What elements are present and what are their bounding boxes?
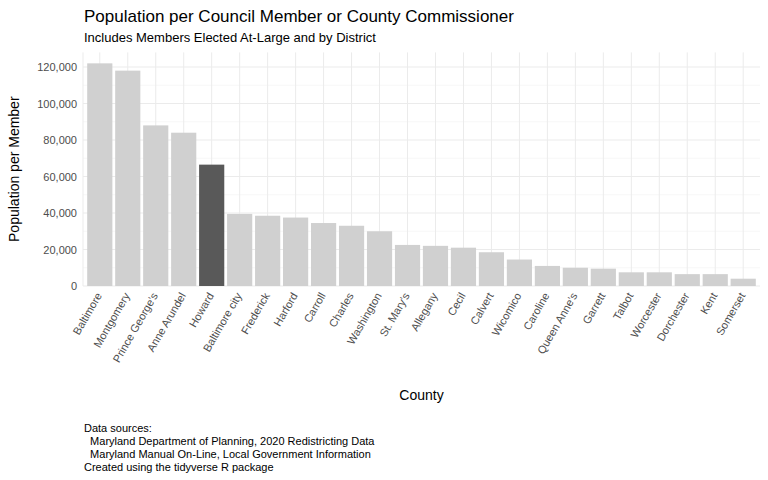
x-axis-title: County [399, 387, 443, 403]
bar [619, 272, 644, 286]
x-grid [715, 52, 716, 286]
x-tick-label: Carroll [301, 290, 328, 324]
x-tick-label: Allegany [408, 290, 440, 333]
x-grid [547, 52, 548, 286]
bar [87, 63, 112, 286]
bar [339, 226, 364, 286]
bar [115, 71, 140, 286]
bar [311, 223, 336, 286]
x-grid [687, 52, 688, 286]
x-tick-label: Charles [326, 290, 356, 329]
bar [199, 165, 224, 286]
x-tick-label: Dorchester [654, 290, 691, 343]
y-grid [83, 66, 760, 67]
bar [731, 279, 756, 286]
x-grid [603, 52, 604, 286]
x-tick-label: Kent [698, 290, 720, 316]
bar [283, 218, 308, 286]
x-tick-label: Calvert [468, 290, 496, 326]
x-grid [519, 52, 520, 286]
bar [647, 272, 672, 286]
title: Population per Council Member or County … [84, 7, 514, 26]
minor-grid [83, 85, 760, 86]
x-tick-label: Garrett [580, 290, 608, 326]
x-tick-label: Frederick [239, 290, 273, 336]
chart: 0 20,000 40,000 60,000 80,000 100,000 120,000 B… [0, 0, 768, 480]
x-tick-label: Howard [187, 290, 216, 329]
bar [423, 246, 448, 286]
bar [675, 274, 700, 286]
y-tick-label: 20,000 [43, 244, 77, 256]
y-tick-label: 0 [71, 280, 77, 292]
caption: Maryland Manual On-Line, Local Governmen… [84, 448, 371, 460]
caption: Data sources: [84, 422, 152, 434]
bar [703, 274, 728, 286]
x-grid [631, 52, 632, 286]
x-tick-label: Washington [345, 290, 384, 346]
x-tick-label: Wicomico [489, 290, 523, 337]
bar [591, 269, 616, 286]
bar [507, 260, 532, 286]
caption: Maryland Department of Planning, 2020 Re… [84, 435, 375, 447]
bar [227, 214, 252, 286]
x-tick-label: Caroline [521, 290, 552, 331]
x-tick-label: Anne Arundel [145, 290, 188, 353]
bar [395, 245, 420, 286]
y-tick-label: 80,000 [43, 134, 77, 146]
x-tick-label: Queen Anne's [535, 290, 580, 356]
x-tick-label: Baltimore city [201, 290, 245, 354]
y-axis-title: Population per Member [6, 96, 22, 242]
y-tick-label: 40,000 [43, 207, 77, 219]
y-tick-label: 60,000 [43, 171, 77, 183]
bars [87, 63, 756, 286]
bar [367, 231, 392, 286]
minor-grid [83, 121, 760, 122]
x-tick-label: Cecil [445, 290, 468, 317]
x-tick-label: Harford [271, 290, 300, 328]
x-grid [575, 52, 576, 286]
bar [255, 216, 280, 286]
x-tick-label: Talbot [610, 290, 635, 321]
bar [171, 133, 196, 286]
x-tick-label: St. Mary's [377, 290, 412, 338]
x-tick-label: Somerset [714, 290, 748, 337]
bar [143, 125, 168, 286]
bar [479, 252, 504, 286]
x-grid [743, 52, 744, 286]
y-tick-label: 100,000 [37, 98, 77, 110]
x-grid [659, 52, 660, 286]
caption: Created using the tidyverse R package [84, 461, 274, 473]
y-tick-label: 120,000 [37, 61, 77, 73]
bar [563, 268, 588, 286]
bar [535, 266, 560, 286]
y-axis-line [83, 52, 84, 286]
x-grid [491, 52, 492, 286]
bar [451, 248, 476, 286]
y-grid [83, 103, 760, 104]
subtitle: Includes Members Elected At-Large and by… [84, 30, 376, 45]
